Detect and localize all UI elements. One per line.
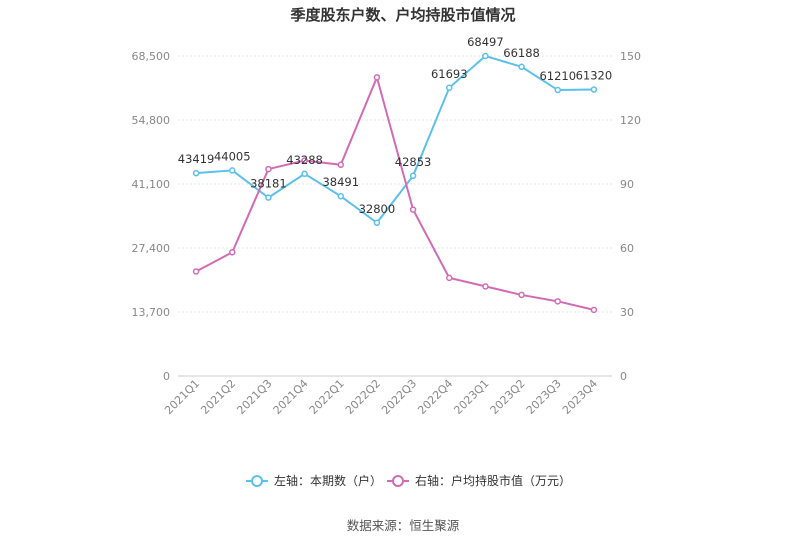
left-axis-tick-label: 0: [163, 370, 170, 383]
data-point: [482, 52, 489, 60]
left-axis-tick-label: 54,800: [132, 114, 171, 127]
data-label: 43288: [286, 153, 323, 167]
data-label: 66188: [503, 46, 540, 60]
data-label: 44005: [214, 149, 251, 163]
data-point: [590, 86, 598, 93]
data-label: 61210: [539, 69, 576, 83]
data-point: [229, 249, 236, 256]
data-label: 43419: [178, 152, 215, 166]
data-point: [265, 194, 272, 201]
x-axis-tick-label: 2021Q2: [198, 377, 238, 417]
source-note: 数据来源：恒生聚源: [347, 518, 460, 533]
legend-label-right-series: 右轴：户均持股市值（万元）: [415, 473, 571, 488]
data-point: [518, 291, 525, 299]
data-point: [337, 192, 344, 200]
data-point: [554, 298, 561, 305]
data-point: [482, 283, 489, 290]
data-point: [409, 172, 417, 180]
x-axis-tick-label: 2021Q3: [234, 377, 274, 417]
right-axis-tick-label: 90: [620, 178, 634, 191]
legend-item-right-series[interactable]: 右轴：户均持股市值（万元）: [387, 473, 571, 488]
data-point: [229, 167, 236, 174]
left-axis-tick-label: 41,100: [132, 178, 171, 191]
grid-lines: [178, 55, 612, 377]
data-point: [590, 306, 598, 314]
data-label: 38491: [322, 175, 359, 189]
data-label: 61693: [431, 67, 468, 81]
data-label: 42853: [395, 155, 432, 169]
legend-swatch-marker: [392, 475, 404, 487]
x-axis-tick-label: 2022Q4: [415, 377, 455, 417]
x-axis-tick-label: 2021Q4: [271, 377, 311, 417]
data-label: 61320: [576, 69, 613, 83]
data-point: [446, 84, 453, 92]
data-point: [373, 219, 381, 227]
data-point: [337, 161, 344, 169]
x-axis-tick-label: 2022Q1: [307, 377, 347, 417]
data-label: 38181: [250, 177, 287, 191]
data-point: [265, 165, 272, 173]
data-label: 32800: [359, 202, 396, 216]
legend-label-left-series: 左轴：本期数（户）: [274, 473, 382, 488]
data-point: [518, 63, 525, 71]
legend-item-left-series[interactable]: 左轴：本期数（户）: [246, 473, 382, 488]
data-point: [373, 74, 381, 81]
x-axis-tick-label: 2023Q4: [560, 377, 600, 417]
right-axis-tick-label: 0: [620, 370, 627, 383]
left-axis-ticks: 0 13,700 27,400 41,100 54,800 68,500: [132, 50, 171, 383]
legend: 左轴：本期数（户） 右轴：户均持股市值（万元）: [246, 473, 571, 488]
right-axis-tick-label: 150: [620, 50, 641, 63]
data-point: [554, 86, 561, 94]
chart-title: 季度股东户数、户均持股市值情况: [290, 6, 515, 24]
data-point: [301, 170, 308, 178]
right-axis-tick-label: 60: [620, 242, 634, 255]
x-axis-tick-label: 2023Q3: [524, 377, 564, 417]
left-axis-tick-label: 13,700: [132, 306, 171, 319]
x-axis-tick-label: 2023Q2: [488, 377, 528, 417]
right-axis-tick-label: 30: [620, 306, 634, 319]
left-axis-tick-label: 68,500: [132, 50, 171, 63]
series-line-1: [195, 74, 595, 311]
data-point: [192, 169, 200, 177]
legend-swatch-marker: [251, 475, 263, 487]
data-point: [301, 157, 308, 164]
series-line-0: [196, 54, 594, 225]
left-axis-tick-label: 27,400: [132, 242, 171, 255]
series-group: [192, 52, 598, 314]
x-axis-tick-label: 2022Q2: [343, 377, 383, 417]
data-point: [446, 274, 453, 282]
data-point: [192, 268, 200, 275]
x-axis-tick-label: 2023Q1: [451, 377, 491, 417]
x-axis-tick-label: 2022Q3: [379, 377, 419, 417]
right-axis-tick-label: 120: [620, 114, 641, 127]
data-label: 68497: [467, 35, 504, 49]
x-axis-ticks: 2021Q12021Q22021Q32021Q42022Q12022Q22022…: [162, 377, 600, 417]
right-axis-ticks: 0 30 60 90 120 150: [620, 50, 641, 383]
data-point: [409, 206, 417, 213]
